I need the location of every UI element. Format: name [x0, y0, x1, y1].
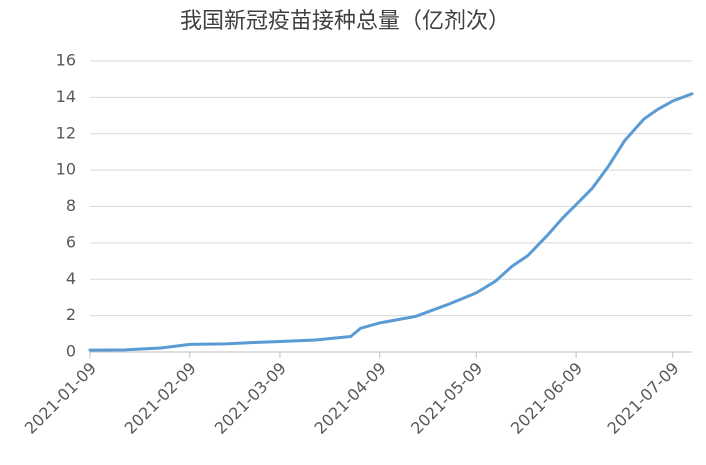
- y-tick-label: 12: [56, 123, 76, 142]
- x-tick-label: 2021-03-09: [211, 359, 290, 438]
- y-tick-label: 8: [66, 196, 76, 215]
- y-tick-label: 6: [66, 232, 76, 251]
- y-tick-label: 4: [66, 269, 76, 288]
- x-tick-label: 2021-01-09: [21, 359, 100, 438]
- x-tick-label: 2021-07-09: [604, 359, 683, 438]
- x-tick-label: 2021-04-09: [311, 359, 390, 438]
- x-tick-label: 2021-05-09: [407, 359, 486, 438]
- x-tick-label: 2021-02-09: [121, 359, 200, 438]
- y-tick-label: 2: [66, 305, 76, 324]
- chart-title: 我国新冠疫苗接种总量（亿剂次）: [180, 9, 510, 34]
- y-tick-label: 10: [56, 160, 76, 179]
- y-tick-label: 16: [56, 51, 76, 70]
- y-tick-label: 0: [66, 342, 76, 361]
- y-tick-label: 14: [56, 87, 76, 106]
- x-tick-label: 2021-06-09: [507, 359, 586, 438]
- data-line: [88, 92, 694, 352]
